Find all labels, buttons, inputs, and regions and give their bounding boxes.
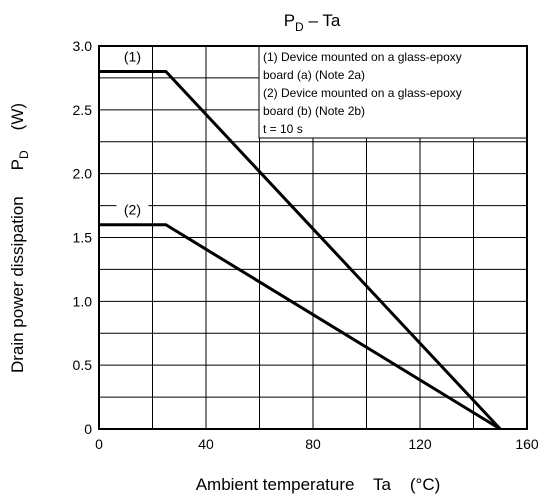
legend: (1) Device mounted on a glass-epoxy boar… — [258, 45, 528, 139]
x-tick-label: 120 — [408, 436, 432, 452]
y-axis-label: Drain power dissipationPD(W) — [8, 103, 31, 373]
x-tick-label: 40 — [198, 436, 214, 452]
series-label-1: (1) — [124, 49, 141, 65]
legend-line-3: (2) Device mounted on a glass-epoxy — [263, 86, 462, 100]
x-tick-label: 0 — [95, 436, 103, 452]
plot-frame — [98, 45, 528, 430]
y-tick-label: 2.0 — [73, 166, 93, 182]
legend-line-2: board (a) (Note 2a) — [263, 68, 365, 82]
y-tick-label: 2.5 — [73, 102, 93, 118]
legend-line-4: board (b) (Note 2b) — [263, 104, 365, 118]
chart-title: PD – Ta — [284, 11, 341, 34]
y-tick-label: 3.0 — [73, 38, 93, 54]
tick-labels: 0 40 80 120 160 0 0.5 1.0 1.5 2.0 2.5 3.0 — [73, 38, 539, 452]
y-tick-label: 0.5 — [73, 357, 93, 373]
x-axis-label: Ambient temperature Ta (°C) — [196, 475, 441, 494]
legend-line-1: (1) Device mounted on a glass-epoxy — [263, 50, 462, 64]
series-line-1 — [99, 70, 502, 431]
x-tick-label: 160 — [515, 436, 539, 452]
series-label-2: (2) — [124, 202, 141, 218]
x-tick-label: 80 — [305, 436, 321, 452]
series-line-2 — [99, 223, 502, 431]
legend-line-5: t = 10 s — [263, 122, 303, 136]
y-tick-label: 0 — [84, 421, 92, 437]
series-label-bg-2 — [116, 201, 149, 219]
y-tick-label: 1.0 — [73, 293, 93, 309]
y-tick-label: 1.5 — [73, 230, 93, 246]
series-label-bg-1 — [116, 48, 149, 66]
series-layer: (1) (2) — [99, 48, 502, 431]
